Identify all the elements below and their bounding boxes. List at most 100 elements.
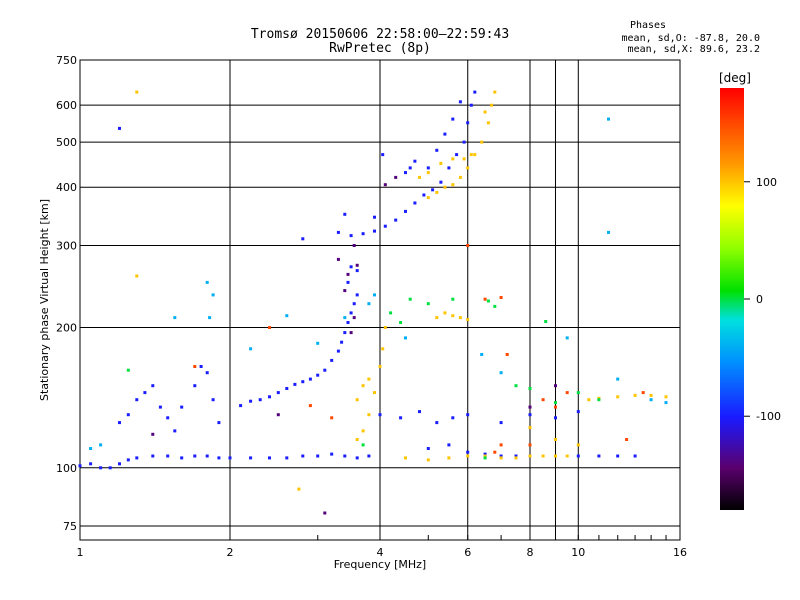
scatter-point [249,347,253,351]
scatter-point [633,454,637,458]
scatter-point [597,454,601,458]
scatter-point [422,193,426,197]
scatter-point [544,320,548,323]
scatter-point [355,456,359,460]
scatter-point [528,443,532,447]
scatter-point [166,454,170,458]
scatter-point [89,462,93,466]
scatter-point [361,384,365,388]
scatter-point [404,209,407,213]
scatter-point [447,443,451,447]
scatter-point [285,456,289,460]
scatter-point [239,404,243,408]
scatter-point [89,447,93,450]
scatter-point [135,90,139,94]
scatter-point [381,347,385,351]
scatter-point [625,438,629,441]
scatter-point [426,447,430,450]
scatter-point [451,314,455,318]
scatter-point [616,395,620,399]
scatter-point [499,443,503,447]
scatter-point [135,274,139,278]
scatter-point [355,293,359,297]
scatter-point [301,380,305,384]
scatter-point [607,117,610,121]
scatter-point [297,487,301,491]
scatter-point [597,398,601,402]
scatter-point [258,398,262,402]
scatter-point [554,384,557,388]
scatter-point [173,429,177,433]
scatter-point [383,183,387,187]
scatter-point [565,336,569,340]
scatter-point [108,466,112,470]
scatter-point [576,443,580,447]
x-tick-label: 4 [377,546,384,559]
scatter-point [466,450,470,454]
scatter-point [447,456,451,460]
scatter-point [373,229,376,233]
scatter-point [349,234,353,238]
scatter-point [361,443,365,447]
phases-title: Phases [629,20,667,31]
scatter-point [451,297,455,301]
scatter-point [418,410,421,414]
scatter-point [346,272,350,276]
scatter-point [408,166,412,170]
colorbar-tick-label: 0 [756,293,763,306]
scatter-point [404,171,407,175]
scatter-point [355,398,359,402]
scatter-point [418,175,421,179]
scatter-point [554,405,557,409]
scatter-point [367,413,371,417]
scatter-point [173,316,177,320]
scatter-point [135,456,139,460]
scatter-point [383,224,387,228]
scatter-point [565,454,569,458]
scatter-point [451,117,455,121]
scatter-point [394,175,398,179]
scatter-point [276,413,280,417]
scatter-point [426,166,430,170]
scatter-point [383,326,387,329]
scatter-point [649,393,653,397]
scatter-point [336,349,340,353]
scatter-point [408,297,412,301]
scatter-point [426,302,430,306]
scatter-point [607,230,610,234]
scatter-point [616,377,620,381]
scatter-point [151,454,155,458]
scatter-point [483,454,487,458]
scatter-point [143,391,147,395]
scatter-point [469,103,473,107]
scatter-point [576,391,580,395]
scatter-point [451,183,455,187]
scatter-point [490,103,494,107]
scatter-point [381,153,385,157]
scatter-point [458,316,462,320]
scatter-point [378,365,382,368]
scatter-point [268,456,271,460]
scatter-point [193,365,197,368]
scatter-point [483,456,487,460]
scatter-point [486,121,490,125]
scatter-point [469,153,473,157]
scatter-point [616,454,620,458]
scatter-point [587,398,591,402]
scatter-point [78,464,82,468]
scatter-point [355,438,359,441]
scatter-point [151,384,155,388]
scatter-point [641,391,645,395]
scatter-point [541,398,545,402]
grid-lines [80,60,680,540]
scatter-point [466,454,470,458]
scatter-point [268,326,271,329]
scatter-point [576,410,580,414]
scatter-point [576,454,580,458]
scatter-point [554,454,557,458]
scatter-point [99,443,103,447]
y-tick-label: 100 [56,462,77,475]
colorbar-label: [deg] [719,71,751,85]
scatter-point [151,432,155,436]
scatter-point [158,405,162,409]
